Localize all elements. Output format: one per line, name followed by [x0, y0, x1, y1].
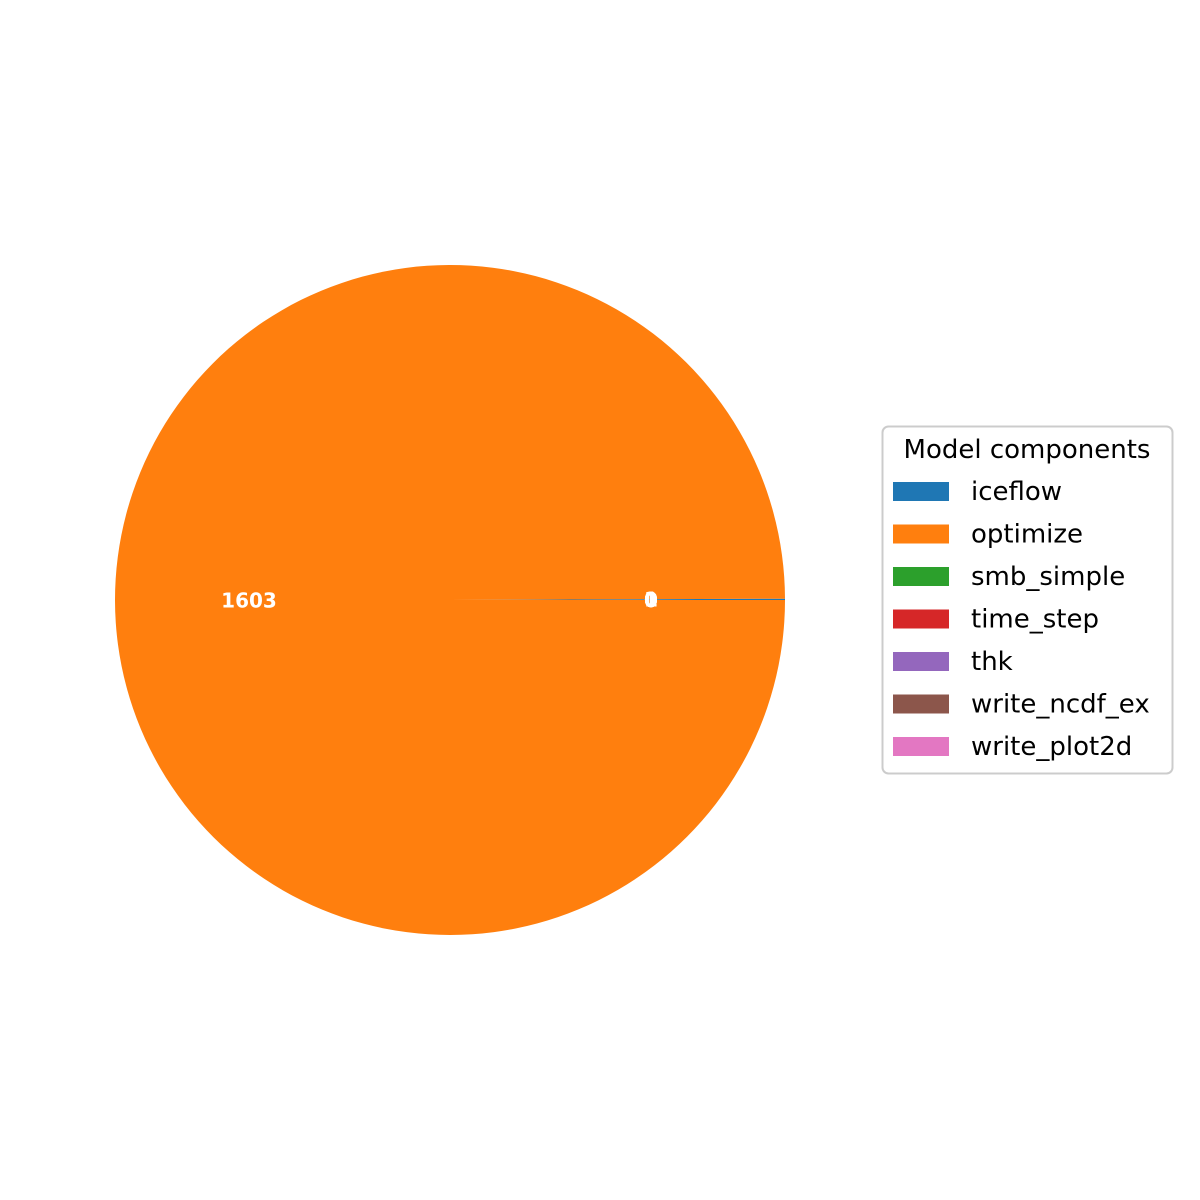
legend-swatch-write-plot2d	[893, 737, 949, 756]
legend-swatch-thk	[893, 652, 949, 671]
legend-label-time-step: time_step	[971, 605, 1099, 635]
legend-swatch-iceflow	[893, 482, 949, 501]
slice-label-optimize: 1603	[221, 588, 277, 612]
legend-title: Model components	[904, 435, 1151, 465]
legend-label-write-plot2d: write_plot2d	[971, 732, 1132, 762]
legend-swatch-optimize	[893, 525, 949, 544]
legend-label-iceflow: iceflow	[971, 477, 1062, 507]
legend-label-thk: thk	[971, 647, 1013, 677]
pie-slices	[115, 265, 785, 935]
legend: Model components iceflow optimize smb_simp…	[883, 427, 1173, 774]
legend-swatch-time-step	[893, 610, 949, 629]
legend-label-smb-simple: smb_simple	[971, 562, 1125, 592]
slice-label-write-plot2d: 0	[644, 588, 658, 612]
legend-swatch-write-ncdf-ex	[893, 695, 949, 714]
legend-label-optimize: optimize	[971, 520, 1083, 550]
legend-label-write-ncdf-ex: write_ncdf_ex	[971, 690, 1150, 720]
legend-swatch-smb-simple	[893, 567, 949, 586]
